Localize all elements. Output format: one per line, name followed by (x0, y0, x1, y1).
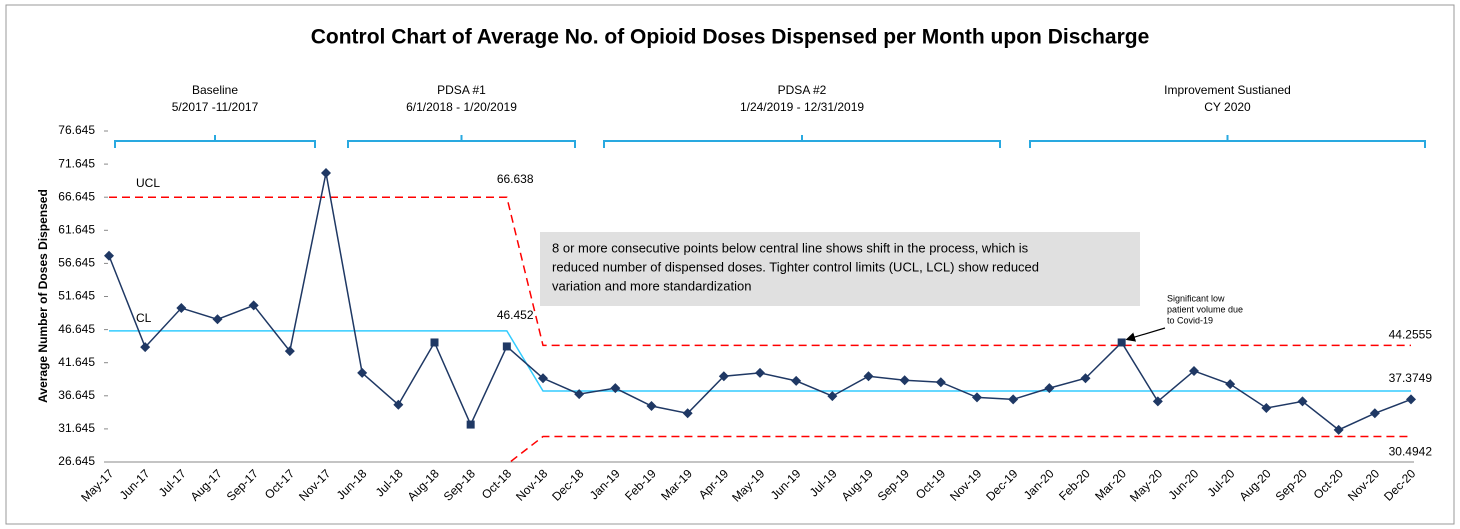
y-tick-label: 76.645 (58, 123, 95, 137)
marker (610, 383, 621, 394)
marker (248, 300, 259, 311)
marker (284, 346, 295, 357)
marker (538, 373, 548, 384)
phase-bracket (1029, 135, 1426, 148)
marker (466, 420, 475, 429)
marker (935, 377, 946, 388)
marker (1261, 403, 1272, 414)
y-tick-label: 41.645 (58, 355, 95, 369)
marker (1008, 394, 1019, 405)
marker (755, 367, 765, 378)
marker (1044, 383, 1055, 394)
marker (212, 314, 223, 325)
y-tick-label: 36.645 (58, 388, 95, 402)
marker (863, 371, 874, 382)
marker (827, 391, 838, 402)
marker (718, 371, 729, 382)
marker (1189, 365, 1199, 376)
chart-title: Control Chart of Average No. of Opioid D… (311, 26, 1150, 49)
y-tick-label: 31.645 (58, 421, 95, 435)
marker (104, 250, 114, 261)
marker (357, 367, 368, 378)
limit-label: 46.452 (497, 308, 534, 322)
marker (1297, 396, 1308, 407)
limit-label: 66.638 (497, 172, 534, 186)
limit-label: 30.4942 (1389, 445, 1433, 459)
y-tick-label: 26.645 (58, 454, 95, 468)
annotation-box (540, 232, 1140, 306)
annotation-text: reduced number of dispensed doses. Tight… (552, 259, 1039, 274)
limit-line (508, 435, 1411, 462)
covid-note: Significant low (1167, 293, 1225, 303)
phase-title: PDSA #2 (778, 83, 827, 97)
covid-arrow (1125, 327, 1166, 342)
marker (899, 375, 910, 386)
y-tick-label: 56.645 (58, 256, 95, 270)
limit-label: 37.3749 (1389, 371, 1433, 385)
marker (393, 399, 404, 410)
marker (791, 375, 802, 386)
phase-title: PDSA #1 (437, 83, 486, 97)
marker (176, 303, 187, 314)
phase-title: Baseline (192, 83, 238, 97)
marker (1117, 338, 1126, 347)
marker (1152, 396, 1163, 407)
y-tick-label: 66.645 (58, 189, 95, 203)
series-label: CL (136, 311, 152, 325)
phase-dates: 1/24/2019 - 12/31/2019 (740, 100, 864, 114)
y-tick-label: 71.645 (58, 156, 95, 170)
phase-bracket (114, 135, 316, 148)
y-axis-label: Average Number of Doses Dispensed (36, 189, 50, 403)
phase-dates: CY 2020 (1204, 100, 1251, 114)
phase-bracket (347, 135, 576, 148)
marker (140, 342, 151, 353)
marker (321, 168, 331, 179)
marker (1369, 408, 1380, 419)
marker (1406, 394, 1416, 405)
covid-note: patient volume due (1167, 304, 1243, 314)
limit-line (109, 330, 1411, 392)
plot-area (109, 196, 1411, 462)
marker (1333, 424, 1344, 435)
phase-dates: 5/2017 -11/2017 (172, 100, 259, 114)
limit-line (109, 196, 1411, 347)
y-tick-label: 46.645 (58, 322, 95, 336)
series-label: UCL (136, 176, 160, 190)
phase-dates: 6/1/2018 - 1/20/2019 (406, 100, 517, 114)
marker (574, 389, 585, 400)
annotation-text: 8 or more consecutive points below centr… (552, 240, 1029, 255)
y-tick-label: 61.645 (58, 222, 95, 236)
marker (502, 342, 511, 351)
marker (972, 392, 982, 403)
marker (646, 401, 657, 412)
phase-bracket (603, 135, 1001, 148)
marker (682, 408, 693, 419)
limit-label: 44.2555 (1389, 328, 1433, 342)
phase-title: Improvement Sustianed (1164, 83, 1291, 97)
marker (1225, 379, 1236, 390)
annotation-text: variation and more standardization (552, 278, 751, 293)
marker (430, 338, 439, 347)
marker (1080, 373, 1091, 384)
covid-note: to Covid-19 (1167, 315, 1213, 325)
y-tick-label: 51.645 (58, 289, 95, 303)
